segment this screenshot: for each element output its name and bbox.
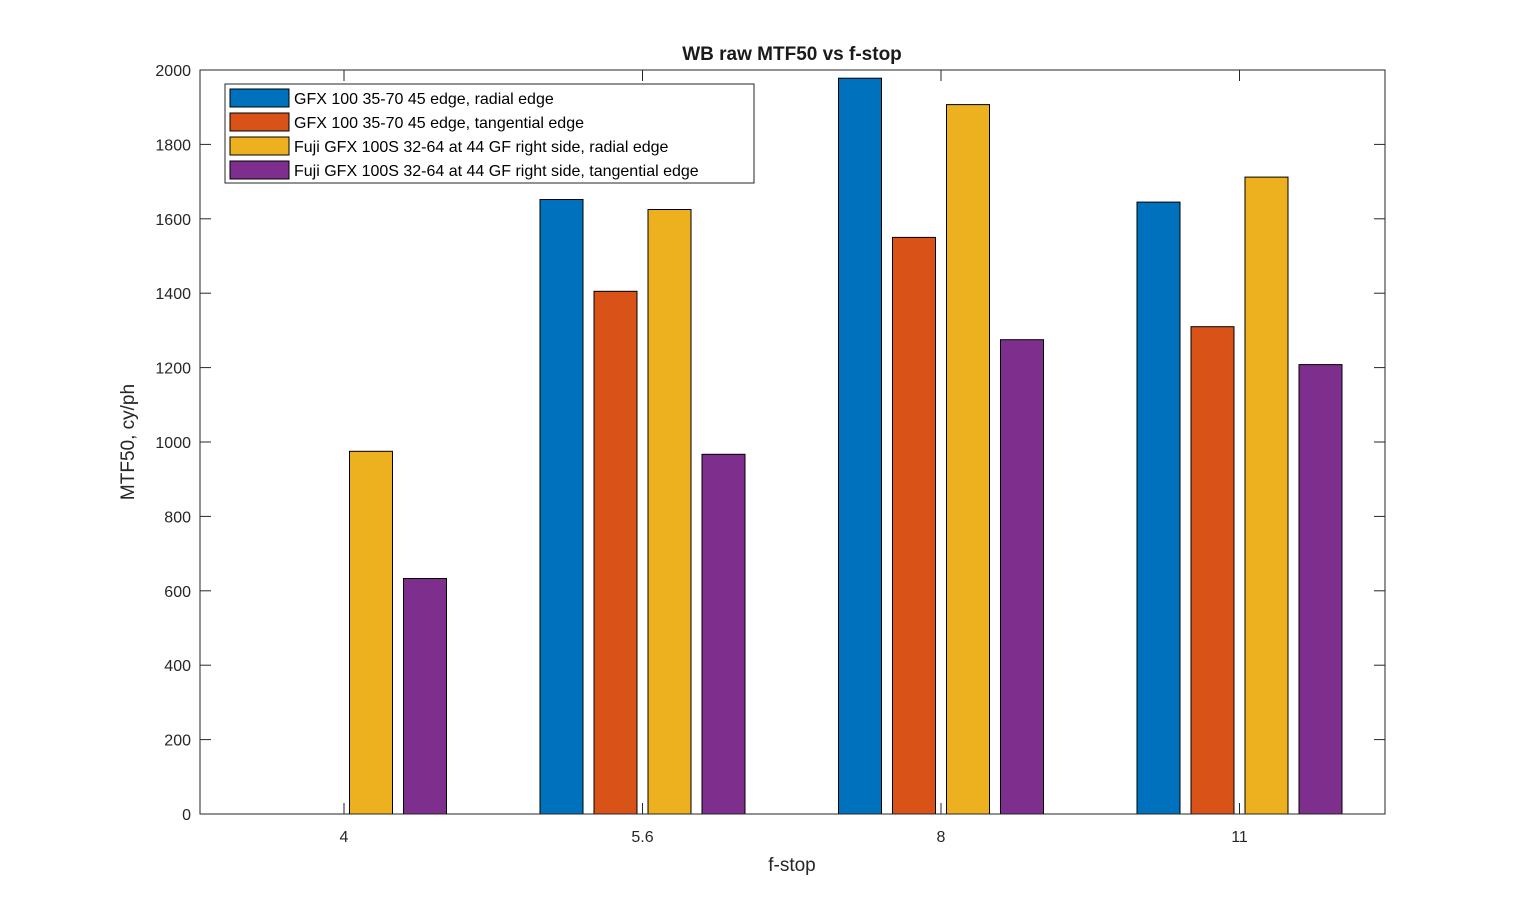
bar (647, 209, 692, 815)
x-tick-label: 4 (340, 829, 349, 846)
bar (349, 450, 393, 815)
legend-swatch (229, 136, 290, 156)
legend: GFX 100 35-70 45 edge, radial edge GFX 1… (224, 83, 755, 184)
bar (1244, 176, 1289, 815)
y-tick-label: 1400 (155, 286, 191, 303)
bar (1136, 201, 1181, 815)
ticks-layer: 0 200 400 600 800 1000 1200 1400 1600 1800 2000 4 5.… (155, 63, 1385, 846)
y-tick-label: 200 (164, 733, 191, 750)
y-axis-label: MTF50, cy/ph (118, 384, 139, 500)
y-tick-label: 1600 (155, 212, 191, 229)
bar (946, 104, 990, 815)
legend-item: GFX 100 35-70 45 edge, radial edge (229, 88, 554, 108)
x-axis-label: f-stop (768, 855, 816, 876)
y-tick-label: 600 (164, 584, 191, 601)
legend-label: Fuji GFX 100S 32-64 at 44 GF right side,… (294, 163, 699, 180)
legend-item: Fuji GFX 100S 32-64 at 44 GF right side,… (229, 160, 699, 180)
legend-label: GFX 100 35-70 45 edge, tangential edge (294, 115, 584, 132)
x-tick-label: 8 (937, 829, 946, 846)
bar (838, 77, 882, 815)
plot-frame (199, 69, 1386, 815)
y-tick-label: 1800 (155, 137, 191, 154)
bar (593, 290, 638, 815)
y-tick-label: 1200 (155, 361, 191, 378)
legend-item: Fuji GFX 100S 32-64 at 44 GF right side,… (229, 136, 669, 156)
plot-area (200, 70, 1385, 814)
chart-title: WB raw MTF50 vs f-stop (682, 44, 902, 65)
y-tick-label: 0 (182, 807, 191, 824)
bar (403, 578, 447, 815)
legend-item: GFX 100 35-70 45 edge, tangential edge (229, 112, 584, 132)
legend-box (224, 83, 755, 184)
y-tick-label: 400 (164, 658, 191, 675)
y-tick-label: 2000 (155, 63, 191, 80)
y-tick-label: 1000 (155, 435, 191, 452)
y-tick-label: 800 (164, 509, 191, 526)
bar (1000, 339, 1044, 815)
x-tick-label: 5.6 (631, 829, 653, 846)
bar (1298, 364, 1343, 815)
bar (892, 236, 936, 815)
legend-swatch (229, 112, 290, 132)
legend-swatch (229, 88, 290, 108)
bar (539, 199, 584, 815)
bar (1190, 326, 1235, 815)
bar (701, 453, 746, 815)
legend-label: Fuji GFX 100S 32-64 at 44 GF right side,… (294, 139, 669, 156)
x-tick-label: 11 (1231, 829, 1248, 846)
legend-swatch (229, 160, 290, 180)
bars-layer (349, 77, 1343, 815)
legend-label: GFX 100 35-70 45 edge, radial edge (294, 91, 554, 108)
